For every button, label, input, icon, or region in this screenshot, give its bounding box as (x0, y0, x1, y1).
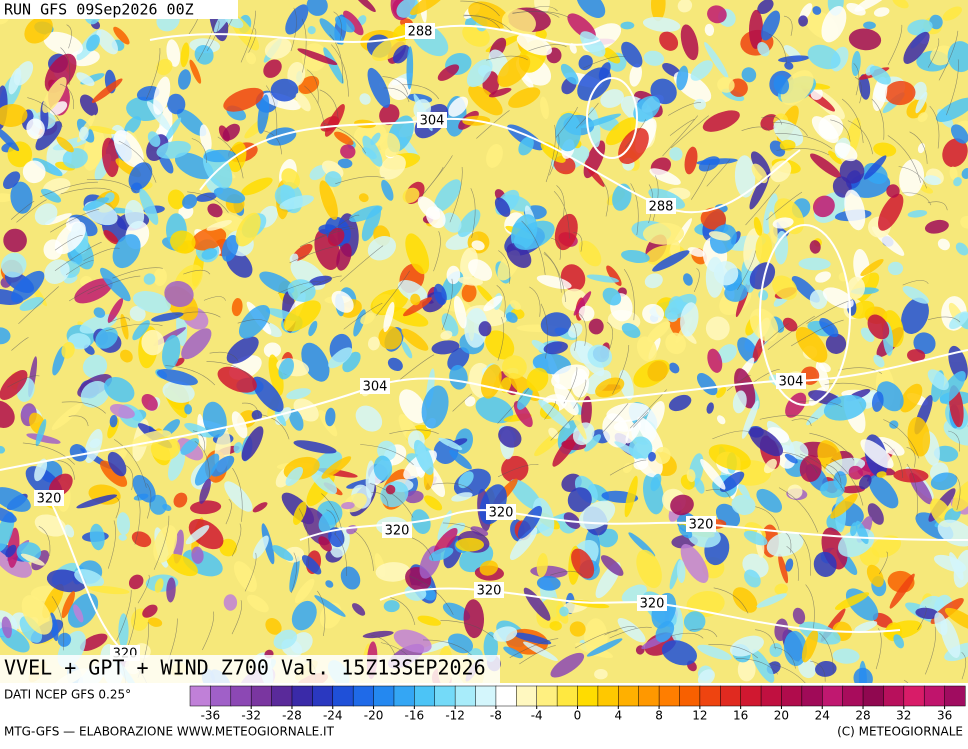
colorbar-label: 28 (855, 709, 870, 723)
contour-label: 304 (420, 114, 445, 129)
contour-label: 320 (640, 597, 665, 612)
colorbar-swatch (210, 686, 231, 706)
colorbar-swatch (700, 686, 721, 706)
colorbar-label: 0 (574, 709, 582, 723)
colorbar-swatch (496, 686, 517, 706)
run-label: RUN GFS 09Sep2026 00Z (4, 1, 194, 19)
colorbar-swatch (190, 686, 211, 706)
colorbar-swatch (802, 686, 823, 706)
footer-left: MTG-GFS — ELABORAZIONE WWW.METEOGIORNALE… (4, 725, 335, 739)
contour-label: 320 (489, 506, 514, 521)
contour-label: 304 (779, 375, 804, 390)
contour-label: 288 (649, 200, 674, 215)
colorbar-swatch (435, 686, 456, 706)
colorbar-swatch (904, 686, 925, 706)
colorbar-source: DATI NCEP GFS 0.25° (4, 688, 131, 702)
colorbar-swatch (476, 686, 497, 706)
colorbar-label: -20 (364, 709, 384, 723)
colorbar-swatch (618, 686, 639, 706)
contour-label: 320 (689, 518, 714, 533)
contour-label: 304 (363, 380, 388, 395)
colorbar-swatch (516, 686, 537, 706)
colorbar-label: -4 (531, 709, 543, 723)
colorbar-swatch (761, 686, 782, 706)
colorbar-swatch (659, 686, 680, 706)
colorbar-swatch (312, 686, 333, 706)
colorbar-swatch (781, 686, 802, 706)
colorbar-swatch (863, 686, 884, 706)
colorbar-swatch (945, 686, 966, 706)
colorbar-label: -32 (241, 709, 261, 723)
colorbar-label: -24 (323, 709, 343, 723)
colorbar-swatch (272, 686, 293, 706)
colorbar-swatch (537, 686, 558, 706)
colorbar-label: -28 (282, 709, 302, 723)
map-title: VVEL + GPT + WIND Z700 Val. 15Z13SEP2026 (4, 656, 486, 680)
colorbar: -36 -32 -28 -24 -20 -16 -12 -8 -4 0 4 8 12 16 20 24 28 32… (190, 686, 965, 723)
colorbar-swatch (394, 686, 415, 706)
colorbar-label: 36 (937, 709, 952, 723)
colorbar-label: -8 (490, 709, 502, 723)
colorbar-swatch (251, 686, 272, 706)
colorbar-label: -16 (405, 709, 425, 723)
colorbar-label: 20 (774, 709, 789, 723)
colorbar-label: -36 (201, 709, 221, 723)
colorbar-label: 16 (733, 709, 748, 723)
contour-label: 288 (408, 25, 433, 40)
colorbar-label: 32 (896, 709, 911, 723)
colorbar-label: -12 (445, 709, 465, 723)
colorbar-swatch (883, 686, 904, 706)
colorbar-swatch (414, 686, 435, 706)
field-blob (456, 538, 484, 552)
colorbar-swatch (374, 686, 395, 706)
colorbar-label: 24 (815, 709, 830, 723)
colorbar-swatch (353, 686, 374, 706)
colorbar-swatch (578, 686, 599, 706)
field-blob (118, 613, 128, 648)
colorbar-swatch (924, 686, 945, 706)
colorbar-swatch (557, 686, 578, 706)
colorbar-swatch (843, 686, 864, 706)
field-blob (888, 262, 903, 275)
colorbar-swatch (455, 686, 476, 706)
colorbar-swatch (741, 686, 762, 706)
contour-label: 320 (37, 492, 62, 507)
colorbar-swatch (333, 686, 354, 706)
colorbar-swatch (639, 686, 660, 706)
colorbar-swatch (822, 686, 843, 706)
field-blob (271, 79, 299, 102)
footer-right: (C) METEOGIORNALE (837, 725, 963, 739)
colorbar-swatch (292, 686, 313, 706)
colorbar-swatch (679, 686, 700, 706)
colorbar-label: 4 (614, 709, 622, 723)
colorbar-label: 12 (692, 709, 707, 723)
field-blob (594, 669, 608, 679)
colorbar-swatch (231, 686, 252, 706)
colorbar-swatch (598, 686, 619, 706)
contour-label: 320 (385, 524, 410, 539)
contour-label: 320 (477, 584, 502, 599)
field-blob (479, 321, 492, 336)
colorbar-label: 8 (655, 709, 663, 723)
colorbar-swatch (720, 686, 741, 706)
